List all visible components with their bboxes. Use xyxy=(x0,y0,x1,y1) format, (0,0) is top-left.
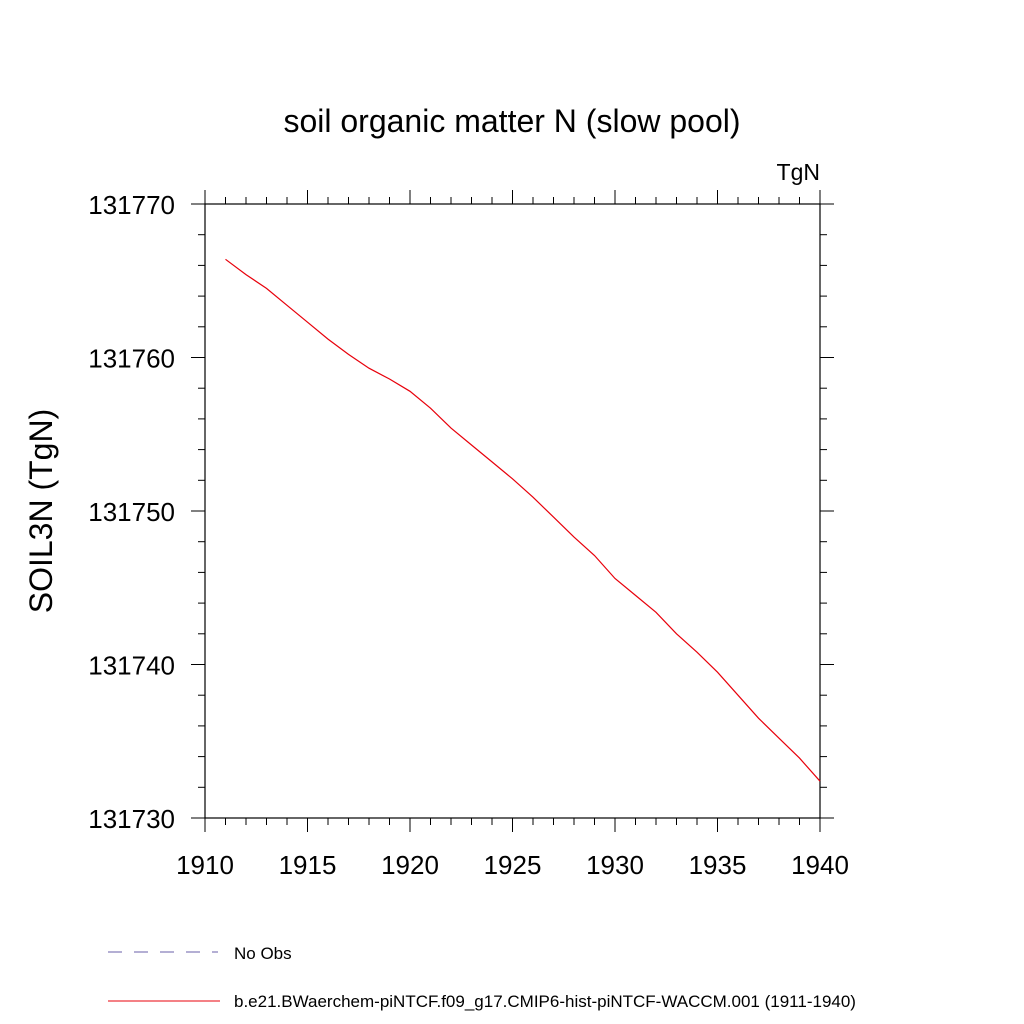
y-tick-label: 131750 xyxy=(88,497,175,527)
x-tick-label: 1940 xyxy=(791,850,849,880)
chart-title: soil organic matter N (slow pool) xyxy=(283,103,740,139)
units-label: TgN xyxy=(777,159,820,185)
x-tick-label: 1935 xyxy=(689,850,747,880)
axis-ticks xyxy=(191,190,834,832)
plot-frame xyxy=(204,203,821,819)
series-line-0 xyxy=(225,258,821,782)
y-tick-label: 131730 xyxy=(88,804,175,834)
x-tick-label: 1915 xyxy=(279,850,337,880)
axis-tick-labels: 1910 1915 1920 1925 1930 1935 1940 131730 131740… xyxy=(88,190,849,880)
x-tick-label: 1910 xyxy=(176,850,234,880)
y-tick-label: 131770 xyxy=(88,190,175,220)
x-tick-label: 1920 xyxy=(381,850,439,880)
x-tick-label: 1925 xyxy=(484,850,542,880)
x-tick-label: 1930 xyxy=(586,850,644,880)
y-axis-label: SOIL3N (TgN) xyxy=(23,409,59,613)
series-lines xyxy=(225,258,821,782)
legend-label-model-run: b.e21.BWaerchem-piNTCF.f09_g17.CMIP6-his… xyxy=(234,992,856,1011)
legend-label-no-obs: No Obs xyxy=(234,944,292,963)
y-tick-label: 131760 xyxy=(88,344,175,374)
legend: No Obs b.e21.BWaerchem-piNTCF.f09_g17.CM… xyxy=(108,944,856,1011)
y-tick-label: 131740 xyxy=(88,651,175,681)
